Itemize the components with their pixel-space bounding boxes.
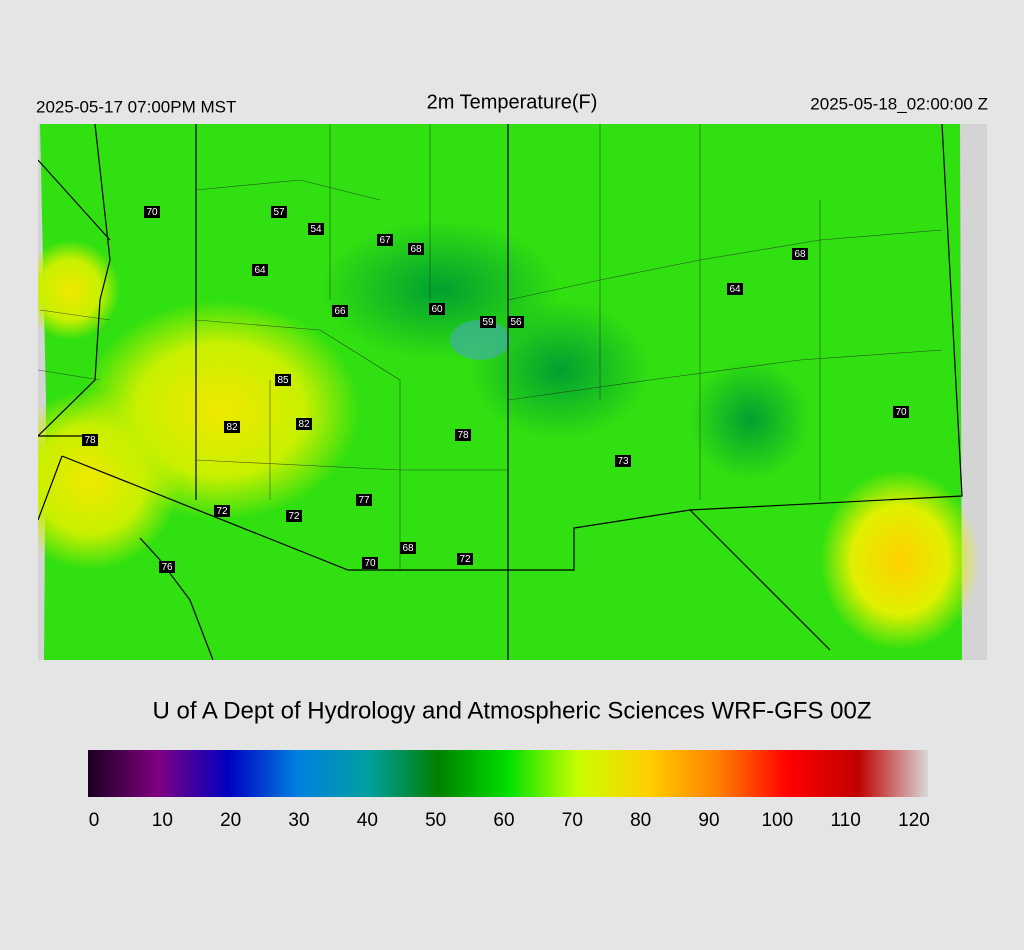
colorbar-tick-label: 20 [220, 810, 241, 831]
station-box [296, 418, 312, 430]
station-value: 72 [459, 554, 471, 565]
station-value: 54 [310, 224, 322, 235]
station-box [429, 303, 445, 315]
station-box [615, 455, 631, 467]
station-value: 72 [216, 506, 228, 517]
station-box [332, 305, 348, 317]
colorbar [88, 750, 928, 797]
valid-time-utc: 2025-05-18_02:00:00 Z [810, 94, 988, 113]
colorbar-tick-label: 0 [89, 810, 100, 831]
station-labels: 70 57 54 67 68 64 66 60 59 56 64 68 85 82 82 78 78 73 70 72… [82, 206, 909, 573]
station-value: 73 [617, 456, 629, 467]
station-box [792, 248, 808, 260]
station-value: 57 [273, 207, 285, 218]
colorbar-tick-label: 80 [630, 810, 651, 831]
station-box [275, 374, 291, 386]
station-value: 77 [358, 495, 370, 506]
station-value: 64 [254, 265, 266, 276]
station-box [286, 510, 302, 522]
station-box [308, 223, 324, 235]
station-box [400, 542, 416, 554]
station-box [144, 206, 160, 218]
station-value: 56 [510, 317, 522, 328]
colorbar-tick-label: 40 [357, 810, 378, 831]
station-value: 82 [298, 419, 310, 430]
station-box [455, 429, 471, 441]
colorbar-tick-label: 100 [761, 810, 793, 831]
station-box [356, 494, 372, 506]
station-box [82, 434, 98, 446]
station-value: 70 [895, 407, 907, 418]
station-box [377, 234, 393, 246]
colorbar-tick-label: 120 [898, 810, 930, 831]
colorbar-tick-label: 60 [493, 810, 514, 831]
colorbar-ticks: 0 10 20 30 40 50 60 70 80 90 100 110 120 [89, 810, 930, 831]
station-value: 72 [288, 511, 300, 522]
station-box [893, 406, 909, 418]
colorbar-tick-label: 70 [562, 810, 583, 831]
credit: U of A Dept of Hydrology and Atmospheric… [153, 697, 872, 724]
station-box [252, 264, 268, 276]
station-value: 78 [457, 430, 469, 441]
station-box [408, 243, 424, 255]
station-value: 68 [402, 543, 414, 554]
station-value: 70 [364, 558, 376, 569]
station-value: 78 [84, 435, 96, 446]
map-area [38, 124, 987, 660]
colorbar-tick-label: 50 [425, 810, 446, 831]
station-value: 66 [334, 306, 346, 317]
station-value: 85 [277, 375, 289, 386]
station-box [480, 316, 496, 328]
station-box [224, 421, 240, 433]
station-value: 68 [410, 244, 422, 255]
station-box [727, 283, 743, 295]
station-box [159, 561, 175, 573]
station-box [271, 206, 287, 218]
station-box [214, 505, 230, 517]
station-value: 67 [379, 235, 391, 246]
station-box [362, 557, 378, 569]
station-value: 76 [161, 562, 173, 573]
station-value: 64 [729, 284, 741, 295]
valid-time-local: 2025-05-17 07:00PM MST [36, 97, 236, 116]
station-value: 68 [794, 249, 806, 260]
colorbar-tick-label: 30 [288, 810, 309, 831]
map-title: 2m Temperature(F) [427, 91, 598, 113]
station-value: 60 [431, 304, 443, 315]
station-value: 70 [146, 207, 158, 218]
colorbar-tick-label: 10 [152, 810, 173, 831]
colorbar-tick-label: 90 [698, 810, 719, 831]
station-value: 82 [226, 422, 238, 433]
station-box [457, 553, 473, 565]
colorbar-tick-label: 110 [831, 810, 861, 831]
station-value: 59 [482, 317, 494, 328]
station-box [508, 316, 524, 328]
